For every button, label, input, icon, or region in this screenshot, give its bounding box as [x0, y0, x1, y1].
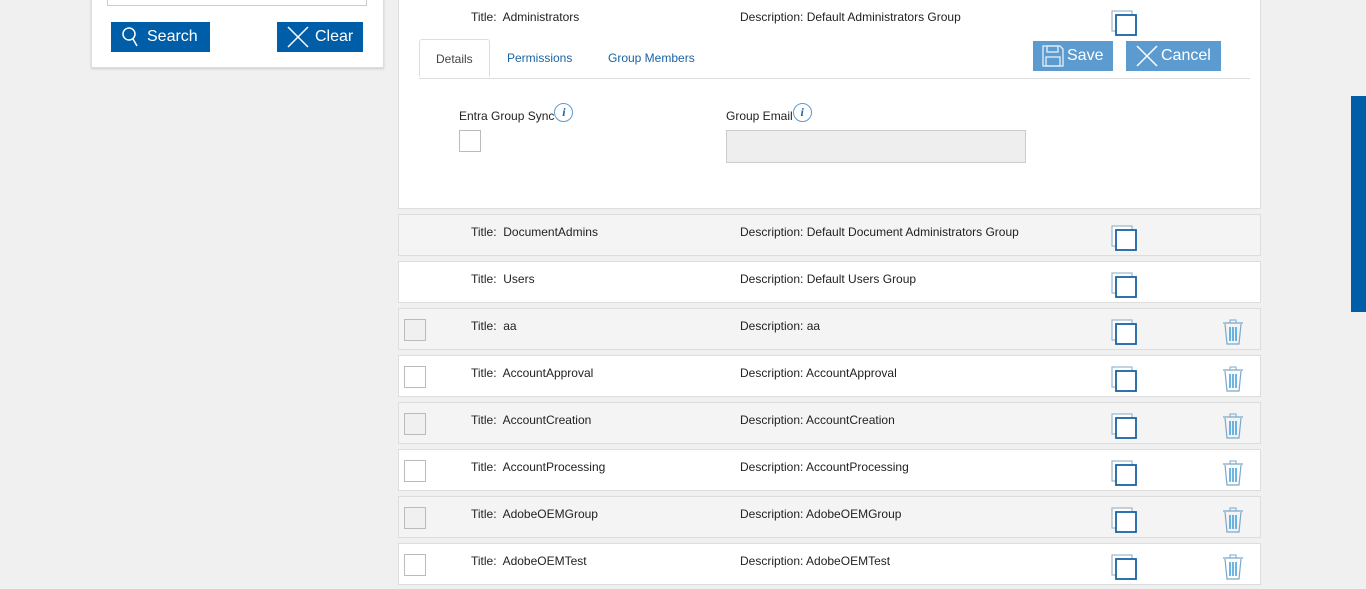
row-description: Description: AccountProcessing	[740, 460, 909, 474]
search-icon	[122, 27, 138, 47]
row-checkbox[interactable]	[404, 554, 426, 576]
copy-icon[interactable]	[1111, 225, 1137, 251]
clear-label: Clear	[315, 28, 354, 45]
row-checkbox[interactable]	[404, 460, 426, 482]
entra-group-sync-label: Entra Group Sync i	[459, 103, 574, 123]
save-button[interactable]: Save	[1033, 41, 1113, 71]
trash-icon[interactable]	[1222, 319, 1244, 345]
row-checkbox[interactable]	[404, 366, 426, 388]
copy-icon[interactable]	[1111, 366, 1137, 392]
row-title: Title: DocumentAdmins	[471, 225, 598, 239]
copy-icon[interactable]	[1111, 272, 1137, 298]
row-title: Title: AdobeOEMGroup	[471, 507, 598, 521]
copy-icon[interactable]	[1111, 319, 1137, 345]
row-title: Title: AccountProcessing	[471, 460, 606, 474]
trash-icon[interactable]	[1222, 460, 1244, 486]
row-title: Title: AccountCreation	[471, 413, 592, 427]
info-icon[interactable]: i	[554, 103, 574, 122]
side-tab[interactable]	[1351, 96, 1366, 312]
row-title: Title: aa	[471, 319, 517, 333]
search-button[interactable]: Search	[111, 22, 210, 52]
search-input[interactable]	[107, 0, 367, 6]
clear-button[interactable]: Clear	[277, 22, 363, 52]
row-description: Description: AdobeOEMTest	[740, 554, 891, 568]
close-icon	[287, 26, 309, 48]
group-email-input[interactable]	[726, 130, 1026, 163]
row-description: Description: Default Users Group	[740, 272, 917, 286]
row-title: Title: AccountApproval	[471, 366, 594, 380]
row-checkbox[interactable]	[404, 507, 426, 529]
group-email-label: Group Email i	[726, 103, 812, 123]
expanded-group-panel: Title: Administrators Description: Defau…	[398, 0, 1261, 209]
group-description: Description: Default Administrators Grou…	[740, 10, 961, 24]
row-title: Title: AdobeOEMTest	[471, 554, 587, 568]
trash-icon[interactable]	[1222, 413, 1244, 439]
row-description: Description: aa	[740, 319, 821, 333]
copy-icon[interactable]	[1111, 507, 1137, 533]
group-row[interactable]: Title: AdobeOEMGroup Description: AdobeOE…	[398, 496, 1261, 538]
search-label: Search	[147, 28, 198, 45]
group-row[interactable]: Title: AccountProcessing Description: Acc…	[398, 449, 1261, 491]
row-checkbox[interactable]	[404, 319, 426, 341]
group-title: Title: Administrators	[471, 10, 580, 24]
row-description: Description: Default Document Administra…	[740, 225, 1019, 239]
copy-icon[interactable]	[1111, 554, 1137, 580]
tab-group-members[interactable]: Group Members	[608, 51, 695, 65]
trash-icon[interactable]	[1222, 507, 1244, 533]
row-title: Title: Users	[471, 272, 535, 286]
close-icon	[1136, 45, 1158, 67]
copy-icon[interactable]	[1111, 460, 1137, 486]
group-row[interactable]: Title: AdobeOEMTest Description: AdobeOEM…	[398, 543, 1261, 585]
tab-details[interactable]: Details	[419, 39, 490, 77]
row-checkbox[interactable]	[404, 413, 426, 435]
row-description: Description: AccountApproval	[740, 366, 897, 380]
group-row[interactable]: Title: DocumentAdmins Description: Defaul…	[398, 214, 1261, 256]
group-row[interactable]: Title: AccountCreation Description: Accou…	[398, 402, 1261, 444]
copy-icon[interactable]	[1111, 413, 1137, 439]
tab-divider	[419, 78, 1250, 79]
trash-icon[interactable]	[1222, 554, 1244, 580]
entra-group-sync-checkbox[interactable]	[459, 130, 481, 152]
save-icon	[1042, 45, 1064, 67]
cancel-label: Cancel	[1161, 47, 1211, 64]
group-row[interactable]: Title: AccountApproval Description: Accou…	[398, 355, 1261, 397]
group-row[interactable]: Title: Users Description: Default Users G…	[398, 261, 1261, 303]
tab-permissions[interactable]: Permissions	[507, 51, 573, 65]
copy-icon[interactable]	[1111, 10, 1137, 36]
trash-icon[interactable]	[1222, 366, 1244, 392]
info-icon[interactable]: i	[792, 103, 812, 122]
row-description: Description: AdobeOEMGroup	[740, 507, 902, 521]
search-panel: Search Clear	[91, 0, 384, 68]
cancel-button[interactable]: Cancel	[1126, 41, 1221, 71]
group-row[interactable]: Title: aa Description: aa	[398, 308, 1261, 350]
row-description: Description: AccountCreation	[740, 413, 895, 427]
save-label: Save	[1067, 47, 1104, 64]
